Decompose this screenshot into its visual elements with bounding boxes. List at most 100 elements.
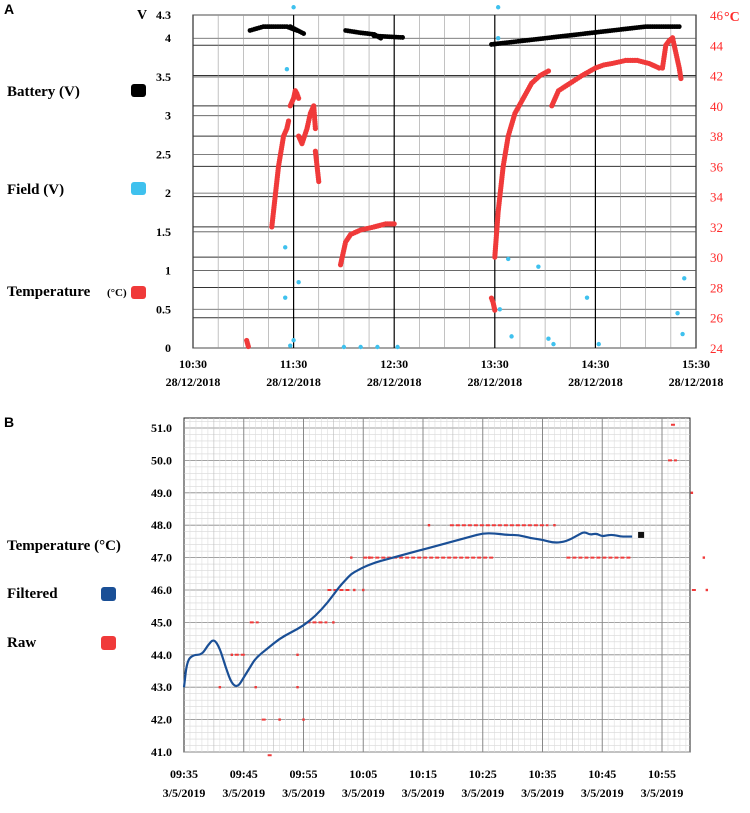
chart-a-left-tick-label: 3 — [165, 109, 171, 123]
chart-b-x-tick-date: 3/5/2019 — [461, 786, 504, 800]
legend-a-battery-swatch — [131, 84, 146, 97]
chart-a-temperature-point — [678, 75, 684, 82]
chart-a-left-tick-label: 4 — [165, 31, 171, 45]
chart-b-y-tick-label: 45.0 — [151, 615, 172, 629]
chart-a-x-tick-time: 11:30 — [280, 357, 307, 371]
chart-b-x-tick-date: 3/5/2019 — [222, 786, 265, 800]
legend-b-filtered-label: Filtered — [7, 586, 58, 602]
legend-b-raw-label: Raw — [7, 635, 36, 651]
chart-a-temperature-point — [391, 221, 397, 227]
legend-b-filtered-swatch — [101, 587, 116, 601]
chart-a-x-tick-time: 12:30 — [380, 357, 408, 371]
chart-a-field-point — [296, 279, 301, 285]
chart-a-right-tick-label: 34 — [710, 190, 724, 205]
chart-a-right-tick-label: 42 — [710, 69, 723, 84]
chart-b-raw-point — [302, 718, 305, 721]
chart-b-x-tick-date: 3/5/2019 — [521, 786, 564, 800]
chart-a-left-tick-label: 1 — [165, 264, 171, 278]
chart-a-right-tick-label: 24 — [710, 341, 724, 356]
chart-b-plot-area — [183, 417, 691, 753]
chart-b-raw-point — [368, 556, 371, 559]
chart-a-right-tick-label: 36 — [710, 159, 724, 174]
chart-a-x-tick-date: 28/12/2018 — [367, 375, 422, 389]
chart-b-raw-point — [278, 718, 281, 721]
chart-a-temperature-point — [245, 343, 251, 350]
chart-b-raw-point — [254, 686, 257, 689]
chart-a-field-point — [358, 344, 363, 350]
chart-b-x-tick-time: 10:35 — [529, 767, 557, 781]
chart-a-field-point — [291, 5, 296, 10]
chart-a-right-tick-label: 46 — [710, 8, 724, 23]
chart-a-field-point — [283, 295, 288, 300]
chart-a-battery-point — [400, 35, 405, 40]
chart-b-y-tick-label: 43.0 — [151, 680, 172, 694]
chart-a-temperature-point — [545, 68, 552, 74]
chart-a-x-tick-time: 15:30 — [682, 357, 710, 371]
chart-a-field-point — [509, 334, 514, 339]
chart-a-temperature-point — [312, 125, 318, 132]
chart-b-x-tick-date: 3/5/2019 — [282, 786, 325, 800]
chart-b-x-tick-time: 10:15 — [409, 767, 437, 781]
chart-b: 41.0 42.0 43.0 44.0 45.0 46.0 47.0 48.0 49.0 50.0… — [151, 417, 709, 800]
chart-a-x-tick-date: 28/12/2018 — [669, 375, 724, 389]
chart-b-raw-point — [353, 588, 356, 592]
panel-b-letter: B — [4, 414, 14, 430]
legend-a-field-swatch — [131, 182, 146, 195]
chart-a-battery-point — [676, 24, 682, 30]
chart-a-right-tick-label: 44 — [710, 38, 724, 53]
chart-a-field-point — [680, 331, 685, 337]
legend-a-battery-label: Battery (V) — [7, 84, 80, 100]
chart-a-right-tick-label: 38 — [710, 129, 723, 144]
chart-a-x-tick-date: 28/12/2018 — [467, 375, 522, 389]
chart-b-raw-point — [553, 524, 556, 527]
chart-b-y-tick-label: 46.0 — [151, 583, 172, 597]
chart-a-x-tick-time: 13:30 — [481, 357, 509, 371]
chart-a-right-tick-label: 32 — [710, 220, 723, 235]
chart-a-field-point — [283, 245, 288, 250]
chart-b-filtered-line — [182, 531, 633, 688]
chart-b-raw-point — [332, 621, 335, 624]
chart-a-x-tick-time: 14:30 — [581, 357, 609, 371]
chart-b-raw-point — [427, 524, 431, 527]
chart-b-raw-point — [296, 686, 299, 689]
chart-b-raw-point — [230, 653, 233, 656]
chart-a-x-tick-date: 28/12/2018 — [568, 375, 623, 389]
chart-a-right-axis-title: °C — [724, 10, 740, 25]
chart-a-field-point — [506, 256, 511, 262]
legend-a-temperature-swatch — [131, 286, 146, 299]
chart-a-left-tick-label: 2 — [165, 186, 171, 200]
chart-b-raw-point — [702, 556, 706, 559]
chart-a-right-tick-label: 30 — [710, 250, 723, 265]
chart-b-y-tick-label: 44.0 — [151, 648, 172, 662]
chart-b-raw-point — [705, 588, 709, 592]
chart-b-y-tick-label: 48.0 — [151, 518, 172, 532]
chart-b-y-tick-label: 42.0 — [151, 713, 172, 727]
chart-b-x-tick-time: 10:55 — [648, 767, 676, 781]
chart-a-x-tick-date: 28/12/2018 — [166, 375, 221, 389]
chart-a-left-tick-label: 2.5 — [156, 147, 171, 161]
legend-b: Temperature (°C) Filtered Raw — [7, 538, 121, 651]
chart-b-x-tick-date: 3/5/2019 — [641, 786, 684, 800]
chart-b-x-tick-date: 3/5/2019 — [402, 786, 445, 800]
chart-a-field-point — [596, 341, 601, 347]
legend-a-field-label: Field (V) — [7, 182, 64, 198]
chart-a-left-tick-label: 3.5 — [156, 70, 171, 84]
chart-a-field-point — [495, 5, 501, 10]
chart-a-right-tick-label: 26 — [710, 311, 724, 326]
chart-a-x-tick-time: 10:30 — [179, 357, 207, 371]
chart-a-field-point — [497, 307, 503, 312]
chart-b-x-tick-time: 09:55 — [290, 767, 318, 781]
legend-b-title: Temperature (°C) — [7, 538, 121, 554]
chart-a: 0 0.5 1 1.5 2 2.5 3 3.5 4 4.3 24 26 28 30 32 34 36 38 40 42… — [156, 5, 724, 389]
chart-a-field-point — [395, 344, 400, 350]
legend-b-raw-swatch — [101, 636, 116, 650]
chart-a-field-point — [546, 336, 551, 341]
chart-a-field-point — [682, 276, 687, 281]
chart-b-x-tick-date: 3/5/2019 — [163, 786, 206, 800]
chart-b-x-tick-time: 09:45 — [230, 767, 258, 781]
chart-a-field-point — [284, 67, 290, 72]
chart-b-x-tick-time: 09:35 — [170, 767, 198, 781]
chart-b-filtered-end-marker — [638, 531, 645, 538]
legend-a-temperature-unit: (°C) — [107, 287, 127, 299]
